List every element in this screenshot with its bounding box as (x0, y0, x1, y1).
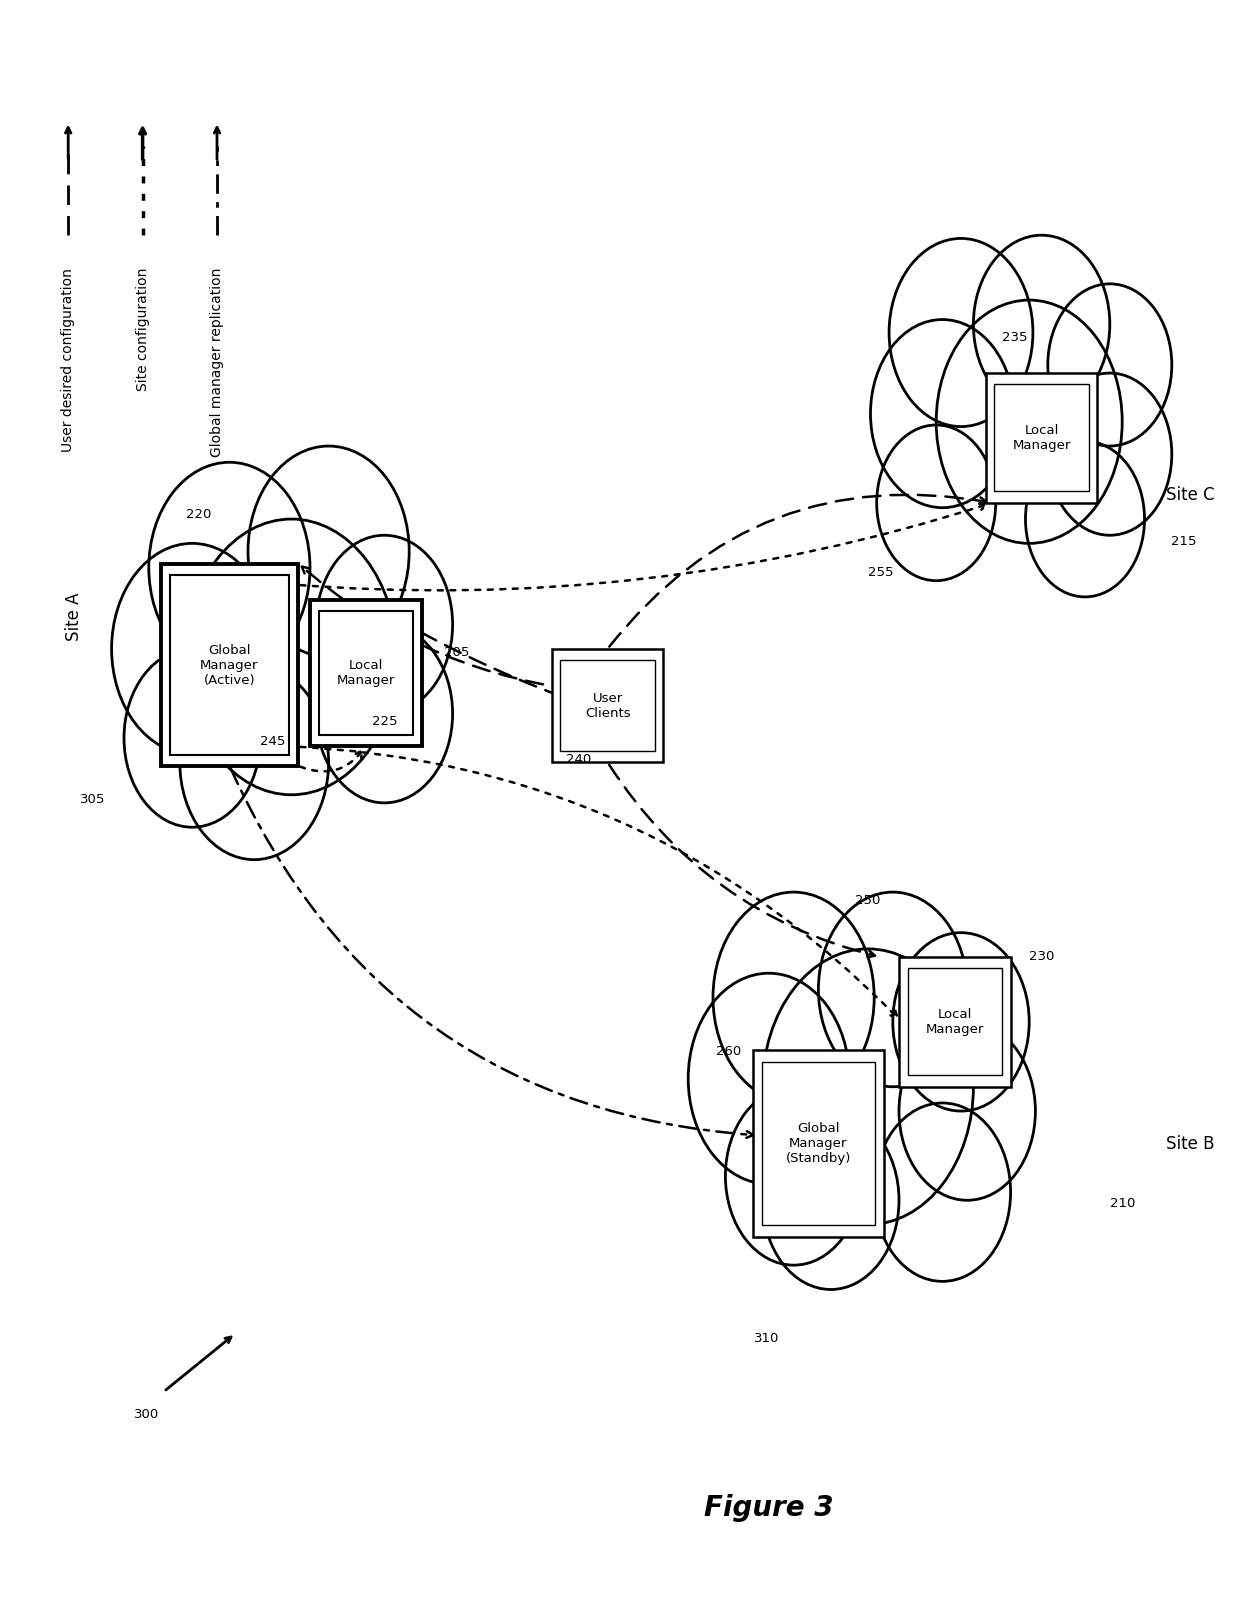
Circle shape (248, 446, 409, 657)
Text: 310: 310 (754, 1332, 779, 1345)
Text: Local
Manager: Local Manager (336, 659, 396, 688)
Text: 220: 220 (186, 508, 211, 521)
Circle shape (725, 1087, 862, 1265)
Text: 300: 300 (134, 1408, 159, 1421)
Circle shape (124, 649, 260, 827)
Text: 235: 235 (1002, 331, 1027, 344)
Circle shape (186, 519, 397, 795)
Text: Local
Manager: Local Manager (1012, 423, 1071, 453)
FancyBboxPatch shape (161, 564, 298, 767)
FancyBboxPatch shape (170, 576, 289, 756)
Circle shape (112, 543, 273, 754)
FancyBboxPatch shape (986, 373, 1097, 503)
Text: 305: 305 (81, 793, 105, 806)
FancyBboxPatch shape (908, 968, 1002, 1075)
Text: 225: 225 (372, 715, 397, 728)
Circle shape (899, 1022, 1035, 1200)
Text: Global
Manager
(Active): Global Manager (Active) (200, 644, 259, 686)
FancyBboxPatch shape (319, 611, 413, 735)
Circle shape (870, 320, 1014, 508)
Circle shape (1025, 441, 1145, 597)
Text: Local
Manager: Local Manager (925, 1007, 985, 1036)
Text: Global manager replication: Global manager replication (210, 268, 224, 457)
Text: Global
Manager
(Standby): Global Manager (Standby) (786, 1122, 851, 1165)
Text: 250: 250 (856, 894, 880, 907)
Circle shape (763, 949, 973, 1225)
Text: 210: 210 (1110, 1197, 1135, 1210)
Circle shape (149, 462, 310, 673)
Circle shape (889, 238, 1033, 427)
Circle shape (180, 665, 329, 860)
Text: Site C: Site C (1166, 485, 1215, 504)
Circle shape (316, 624, 453, 803)
Circle shape (973, 235, 1110, 414)
Circle shape (893, 933, 1029, 1111)
Circle shape (1048, 373, 1172, 535)
Circle shape (874, 1103, 1011, 1281)
Text: Site A: Site A (66, 592, 83, 641)
Text: Site configuration: Site configuration (135, 268, 150, 391)
Circle shape (713, 892, 874, 1103)
FancyBboxPatch shape (994, 384, 1089, 491)
Text: 240: 240 (567, 753, 591, 766)
FancyBboxPatch shape (761, 1061, 875, 1226)
Text: 255: 255 (868, 566, 893, 579)
FancyBboxPatch shape (754, 1051, 883, 1236)
Text: User
Clients: User Clients (585, 691, 630, 720)
Text: 215: 215 (1172, 535, 1197, 548)
Circle shape (1048, 284, 1172, 446)
Circle shape (763, 1111, 899, 1289)
Circle shape (688, 973, 849, 1184)
Circle shape (818, 892, 967, 1087)
Circle shape (316, 535, 453, 714)
Text: User desired configuration: User desired configuration (61, 268, 76, 451)
FancyBboxPatch shape (552, 649, 663, 762)
Text: Site B: Site B (1166, 1134, 1215, 1153)
FancyBboxPatch shape (899, 957, 1011, 1087)
Circle shape (877, 425, 996, 581)
Text: 205: 205 (444, 646, 469, 659)
Circle shape (936, 300, 1122, 543)
FancyBboxPatch shape (310, 600, 422, 746)
Text: Figure 3: Figure 3 (704, 1494, 833, 1523)
Text: 245: 245 (260, 735, 285, 748)
Text: 260: 260 (717, 1045, 742, 1058)
FancyBboxPatch shape (560, 660, 655, 751)
Text: 230: 230 (1029, 950, 1054, 963)
